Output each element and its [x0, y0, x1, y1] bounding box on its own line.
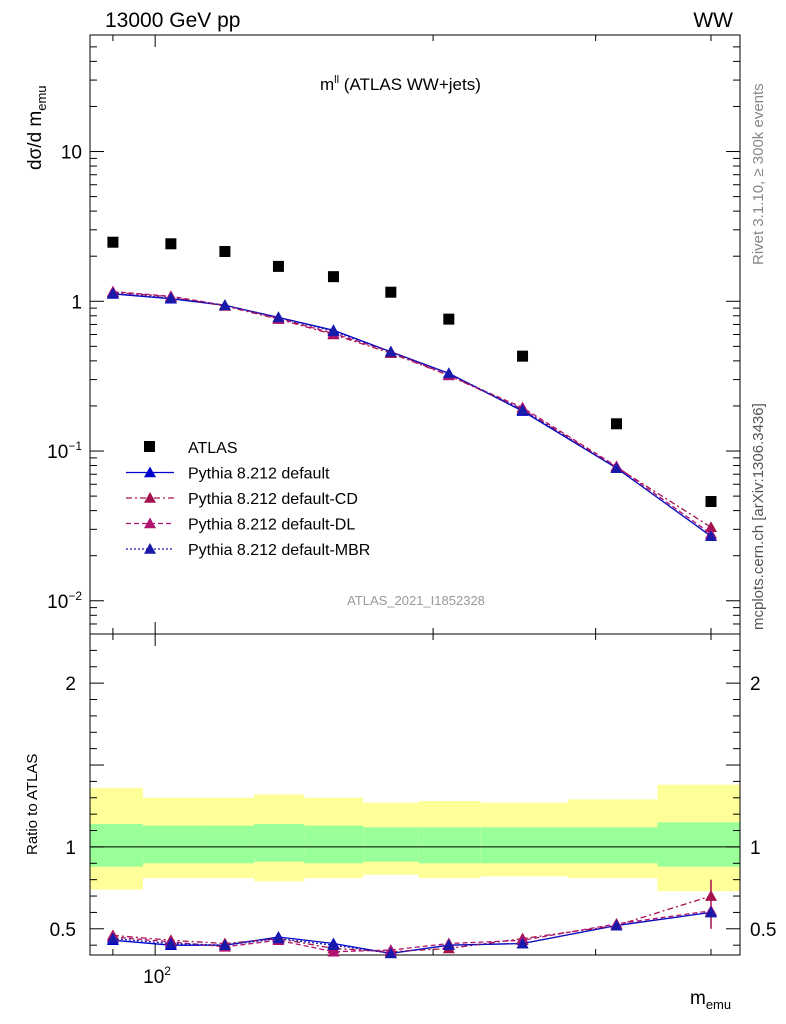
x-tick-label: 102	[143, 964, 171, 988]
top-y-label: dσ/d memu	[25, 85, 49, 170]
ratio-y-tick-label: 1	[65, 838, 76, 859]
ratio-point-3	[705, 906, 718, 918]
data-point-4	[516, 403, 529, 415]
band-inner	[363, 827, 419, 862]
y-tick-label: 10−1	[47, 439, 82, 463]
ratio-line-3	[112, 911, 712, 955]
data-point-4	[164, 292, 177, 303]
data-point-atlas	[165, 238, 177, 250]
legend-label-2: Pythia 8.212 default-CD	[188, 491, 358, 508]
y-tick-label: 1	[71, 292, 82, 313]
data-point-atlas	[272, 260, 284, 272]
ratio-point-2	[327, 945, 340, 957]
band-inner	[142, 825, 201, 864]
bottom-panel-frame	[89, 633, 741, 956]
header-left: 13000 GeV pp	[105, 9, 240, 32]
data-point-4	[106, 287, 119, 299]
ratio-point-3	[327, 939, 340, 950]
ratio-y-tick-label: 0.5	[50, 920, 76, 941]
ratio-point-3	[516, 937, 529, 949]
band-inner	[254, 823, 305, 862]
data-point-2	[705, 521, 718, 532]
x-axis-label: memu	[690, 988, 731, 1012]
ratio-point-3	[164, 937, 177, 949]
data-point-atlas	[443, 313, 455, 325]
legend-label-1: Pythia 8.212 default	[188, 466, 330, 483]
data-point-atlas	[107, 236, 119, 248]
ratio-point-3	[272, 932, 285, 944]
y-tick-label: 10	[61, 143, 82, 164]
ratio-point-3	[106, 932, 119, 944]
legend-marker-2	[144, 492, 156, 503]
ratio-line-2	[112, 910, 712, 953]
ratio-point-3	[218, 939, 231, 950]
ratio-line-1	[112, 895, 712, 953]
analysis-label: ATLAS_2021_I1852328	[347, 593, 485, 608]
band-inner	[90, 823, 143, 867]
data-point-atlas	[385, 286, 397, 298]
band-inner	[567, 827, 658, 864]
data-point-atlas	[517, 350, 529, 362]
data-point-4	[327, 325, 340, 337]
data-point-atlas	[327, 271, 339, 283]
ratio-y-tick-label-right: 0.5	[750, 920, 776, 941]
band-inner	[418, 827, 481, 864]
data-point-atlas	[610, 418, 622, 430]
plot-title: mll (ATLAS WW+jets)	[320, 74, 481, 94]
header-right: WW	[693, 9, 733, 32]
legend-label-3: Pythia 8.212 default-DL	[188, 517, 355, 534]
ratio-y-tick-label-right: 2	[750, 674, 761, 695]
y-tick-label: 10−2	[47, 589, 82, 613]
series-line-3	[112, 290, 712, 535]
band-inner	[200, 825, 255, 864]
band-inner	[304, 825, 364, 864]
ratio-point-3	[610, 919, 623, 931]
ratio-y-tick-label-right: 1	[750, 838, 761, 859]
legend-marker-1	[144, 466, 156, 478]
data-point-4	[705, 530, 718, 541]
source-label: mcplots.cern.ch [arXiv:1306.3436]	[750, 403, 767, 630]
data-point-4	[384, 345, 397, 357]
band-inner	[657, 822, 740, 867]
ratio-point-3	[384, 947, 397, 959]
rivet-label: Rivet 3.1.10, ≥ 300k events	[750, 83, 767, 265]
band-inner	[480, 827, 568, 864]
legend-marker-atlas	[144, 441, 155, 452]
data-point-4	[442, 367, 455, 379]
legend-label-4: Pythia 8.212 default-MBR	[188, 542, 370, 559]
data-point-atlas	[219, 245, 231, 257]
legend-marker-3	[144, 517, 156, 529]
ratio-y-tick-label: 2	[65, 674, 76, 695]
bottom-y-label: Ratio to ATLAS	[24, 754, 41, 855]
data-point-4	[272, 311, 285, 323]
data-point-4	[610, 462, 623, 473]
data-point-4	[218, 299, 231, 311]
series-line-4	[112, 292, 712, 537]
ratio-point-1	[705, 890, 718, 901]
ratio-line-0	[112, 911, 712, 955]
legend-label-0: ATLAS	[188, 440, 238, 457]
data-point-atlas	[705, 496, 717, 508]
legend-marker-4	[144, 543, 156, 554]
ratio-point-3	[442, 939, 455, 950]
